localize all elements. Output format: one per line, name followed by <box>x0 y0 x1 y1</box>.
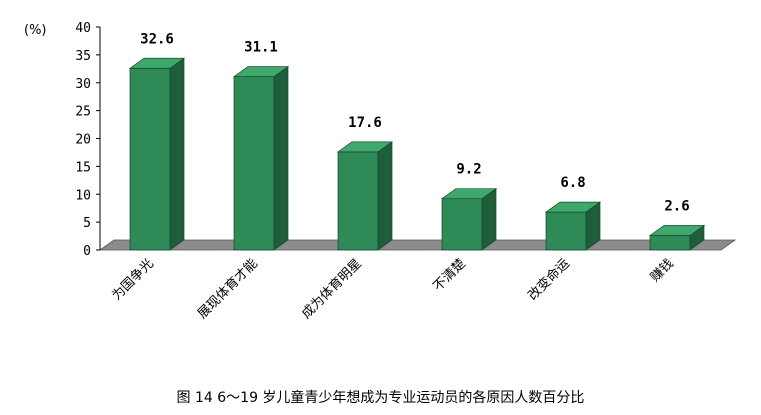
y-tick-label: 15 <box>75 160 91 175</box>
bar-data-label: 32.6 <box>140 31 174 47</box>
y-tick-label: 35 <box>75 49 91 64</box>
bar-front <box>233 76 275 251</box>
bar-data-label: 17.6 <box>348 115 382 131</box>
category-label: 成为体育明星 <box>298 256 364 322</box>
bar-front <box>129 67 171 251</box>
bar-top <box>440 188 498 200</box>
bar-side <box>481 188 497 251</box>
category-labels: 为国争光 展现体育才能 成为体育明星 不清楚 改变命运 赚钱 <box>109 256 676 322</box>
floor-plane <box>98 239 737 251</box>
bar-side <box>273 65 289 251</box>
data-labels: 32.6 31.1 17.6 9.2 6.8 2.6 <box>140 31 690 214</box>
bar <box>440 188 498 251</box>
y-axis: 0 5 10 15 20 25 30 35 40 <box>75 21 101 259</box>
bar-data-label: 6.8 <box>560 175 585 191</box>
bar-top <box>336 141 394 153</box>
y-tick-label: 30 <box>75 77 91 92</box>
category-label: 展现体育才能 <box>194 256 260 322</box>
category-label: 为国争光 <box>109 256 156 303</box>
bar-data-label: 9.2 <box>456 162 481 178</box>
bar-top <box>128 57 186 69</box>
y-tick-label: 25 <box>75 105 91 120</box>
bar-side <box>169 57 185 251</box>
category-label: 改变命运 <box>525 256 573 304</box>
bar-front <box>337 151 379 251</box>
y-tick-label: 10 <box>75 188 91 203</box>
bar-front <box>545 211 587 251</box>
bar-front <box>649 235 691 251</box>
bar <box>648 224 706 251</box>
bar <box>232 65 290 251</box>
y-axis-unit-label: (%) <box>24 23 47 38</box>
bar <box>544 201 602 251</box>
y-tick-label: 20 <box>75 133 91 148</box>
bar-top <box>544 201 602 213</box>
bars <box>128 57 706 251</box>
category-label: 不清楚 <box>431 256 469 294</box>
category-label: 赚钱 <box>647 256 677 286</box>
y-tick-label: 0 <box>83 244 91 259</box>
chart-floor <box>98 239 737 251</box>
figure-caption: 图 14 6～19 岁儿童青少年想成为专业运动员的各原因人数百分比 <box>176 390 585 406</box>
bar-top <box>232 66 290 77</box>
bar <box>128 57 186 251</box>
bar-data-label: 31.1 <box>244 40 278 56</box>
bar-data-label: 2.6 <box>664 199 689 215</box>
bar-front <box>441 198 483 251</box>
bar-side <box>377 141 393 251</box>
y-tick-label: 5 <box>83 216 91 231</box>
bar <box>336 141 394 251</box>
y-tick-label: 40 <box>75 21 91 36</box>
bar-top <box>648 225 706 236</box>
